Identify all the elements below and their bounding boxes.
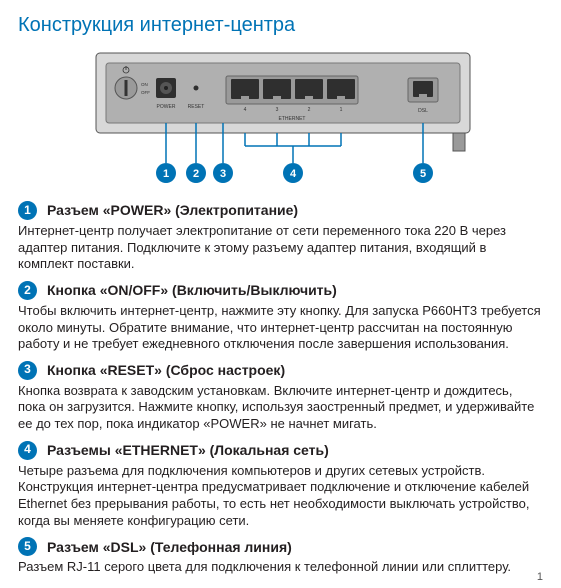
badge-1: 1 <box>18 201 37 220</box>
router-diagram: ON OFF POWER RESET 4 3 <box>18 48 543 193</box>
badge-5: 5 <box>18 537 37 556</box>
page-title: Конструкция интернет-центра <box>18 12 543 38</box>
section-5: 5 Разъем «DSL» (Телефонная линия) Разъем… <box>18 537 543 576</box>
section-3-title: Кнопка «RESET» (Сброс настроек) <box>47 361 285 379</box>
svg-text:3: 3 <box>276 107 279 113</box>
svg-text:4: 4 <box>290 168 297 180</box>
off-label: OFF <box>141 90 150 95</box>
ethernet-label: ETHERNET <box>279 116 306 122</box>
section-4-title: Разъемы «ETHERNET» (Локальная сеть) <box>47 441 329 459</box>
svg-text:1: 1 <box>163 168 169 180</box>
svg-text:1: 1 <box>340 107 343 113</box>
power-port: POWER <box>156 78 176 110</box>
page-number: 1 <box>537 570 543 584</box>
section-1-body: Интернет-центр получает электропитание о… <box>18 223 543 273</box>
section-2: 2 Кнопка «ON/OFF» (Включить/Выключить) Ч… <box>18 281 543 353</box>
dsl-label: DSL <box>418 108 428 114</box>
section-4: 4 Разъемы «ETHERNET» (Локальная сеть) Че… <box>18 441 543 530</box>
section-3-body: Кнопка возврата к заводским установкам. … <box>18 383 543 433</box>
reset-label: RESET <box>188 104 205 110</box>
svg-text:2: 2 <box>193 168 199 180</box>
section-4-body: Четыре разъема для подключения компьютер… <box>18 463 543 530</box>
section-5-body: Разъем RJ-11 серого цвета для подключени… <box>18 559 543 576</box>
section-2-title: Кнопка «ON/OFF» (Включить/Выключить) <box>47 281 337 299</box>
on-label: ON <box>141 82 148 87</box>
badge-2: 2 <box>18 281 37 300</box>
svg-text:5: 5 <box>420 168 426 180</box>
section-5-title: Разъем «DSL» (Телефонная линия) <box>47 538 292 556</box>
svg-text:4: 4 <box>244 107 247 113</box>
svg-text:2: 2 <box>308 107 311 113</box>
section-2-body: Чтобы включить интернет-центр, нажмите э… <box>18 303 543 353</box>
badge-3: 3 <box>18 361 37 380</box>
badge-4: 4 <box>18 441 37 460</box>
section-3: 3 Кнопка «RESET» (Сброс настроек) Кнопка… <box>18 361 543 433</box>
svg-text:3: 3 <box>220 168 226 180</box>
section-1: 1 Разъем «POWER» (Электропитание) Интерн… <box>18 201 543 273</box>
section-1-title: Разъем «POWER» (Электропитание) <box>47 201 298 219</box>
power-label: POWER <box>157 104 176 110</box>
